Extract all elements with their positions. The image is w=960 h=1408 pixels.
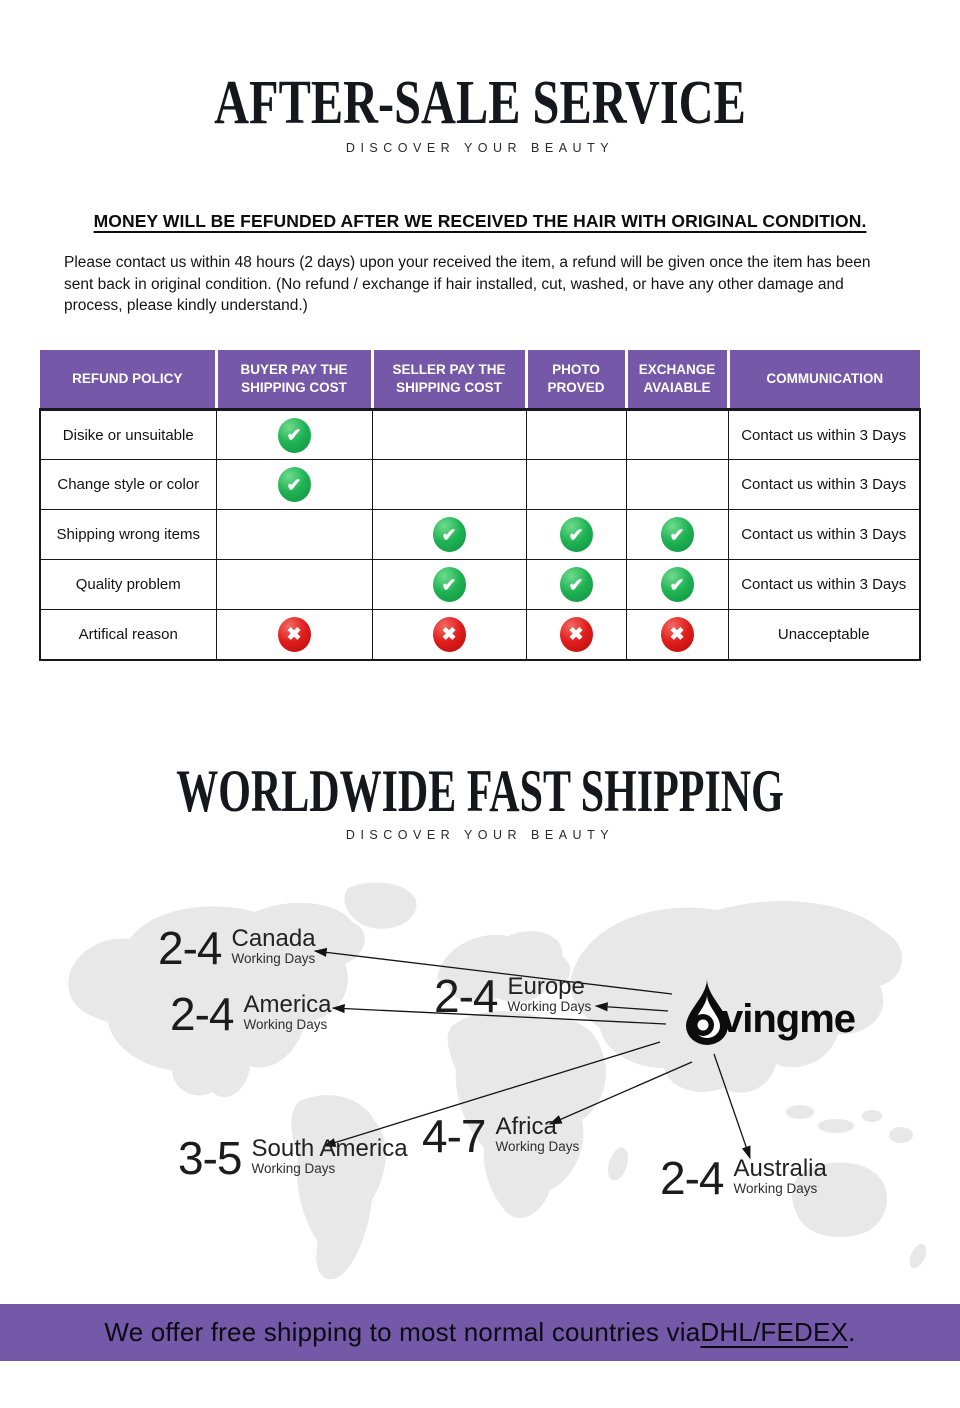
row-label: Artifical reason xyxy=(39,609,217,661)
table-row: Shipping wrong items ✔ ✔ ✔ Contact us wi… xyxy=(39,509,921,560)
check-icon: ✔ xyxy=(660,567,694,602)
destination-america: 2-4 America Working Days xyxy=(170,987,332,1040)
shipping-map: 2-4 Canada Working Days 2-4 America Workin… xyxy=(0,874,960,1294)
header-buyer-pay: BUYER PAY THE SHIPPING COST xyxy=(214,349,374,411)
destination-africa: 4-7 Africa Working Days xyxy=(422,1109,580,1162)
row-communication: Unacceptable xyxy=(727,609,921,661)
row-communication: Contact us within 3 Days xyxy=(727,459,921,510)
check-icon: ✔ xyxy=(660,517,694,552)
header-photo-proved: PHOTO PROVED xyxy=(524,349,628,411)
banner-suffix: . xyxy=(848,1316,856,1347)
destination-name: Canada xyxy=(231,924,316,952)
cross-icon: ✖ xyxy=(277,616,311,652)
table-row: Artifical reason ✖ ✖ ✖ ✖ Unacceptable xyxy=(39,609,921,661)
destination-name: South America xyxy=(251,1134,408,1162)
destination-unit: Working Days xyxy=(733,1180,818,1196)
brand-name: vingme xyxy=(721,996,856,1041)
cross-icon: ✖ xyxy=(432,616,466,652)
row-communication: Contact us within 3 Days xyxy=(727,409,921,460)
shipping-title: WORLDWIDE FAST SHIPPING xyxy=(176,757,784,824)
shipping-header: WORLDWIDE FAST SHIPPING DISCOVER YOUR BE… xyxy=(0,661,960,842)
shipping-arrows xyxy=(313,947,751,1159)
header-refund-policy: REFUND POLICY xyxy=(40,349,218,411)
drop-logo-icon xyxy=(686,978,728,1045)
after-sale-header: AFTER-SALE SERVICE DISCOVER YOUR BEAUTY xyxy=(0,0,960,155)
destination-name: Europe xyxy=(507,972,585,1000)
shipping-days: 4-7 xyxy=(422,1109,486,1162)
dhl-fedex-link[interactable]: DHL/FEDEX xyxy=(700,1316,849,1347)
row-communication: Contact us within 3 Days xyxy=(727,559,921,610)
row-label: Shipping wrong items xyxy=(39,509,217,560)
refund-description: Please contact us within 48 hours (2 day… xyxy=(64,254,871,314)
destination-unit: Working Days xyxy=(231,950,316,966)
destination-name: Africa xyxy=(495,1112,557,1140)
shipping-tagline: DISCOVER YOUR BEAUTY xyxy=(345,827,615,842)
check-icon: ✔ xyxy=(277,467,311,502)
table-row: Quality problem ✔ ✔ ✔ Contact us within … xyxy=(39,559,921,610)
world-map xyxy=(68,882,927,1279)
check-icon: ✔ xyxy=(559,517,593,552)
table-row: Disike or unsuitable ✔ Contact us within… xyxy=(39,409,921,460)
check-icon: ✔ xyxy=(559,567,593,602)
refund-notice: MONEY WILL BE FEFUNDED AFTER WE RECEIVED… xyxy=(93,211,867,231)
free-shipping-banner: We offer free shipping to most normal co… xyxy=(0,1303,960,1361)
after-sale-tagline: DISCOVER YOUR BEAUTY xyxy=(345,141,615,155)
destination-europe: 2-4 Europe Working Days xyxy=(434,969,592,1022)
banner-text: We offer free shipping to most normal co… xyxy=(104,1316,701,1347)
destination-name: America xyxy=(243,990,332,1018)
destination-unit: Working Days xyxy=(507,998,592,1014)
destination-australia: 2-4 Australia Working Days xyxy=(660,1151,827,1204)
destination-unit: Working Days xyxy=(251,1160,336,1176)
refund-notice-block: MONEY WILL BE FEFUNDED AFTER WE RECEIVED… xyxy=(60,211,900,317)
after-sale-title: AFTER-SALE SERVICE xyxy=(214,69,746,137)
row-label: Change style or color xyxy=(39,459,217,510)
destination-canada: 2-4 Canada Working Days xyxy=(158,921,316,974)
shipping-days: 2-4 xyxy=(170,987,234,1040)
header-seller-pay: SELLER PAY THE SHIPPING COST xyxy=(370,349,528,411)
header-communication: COMMUNICATION xyxy=(726,349,920,411)
check-icon: ✔ xyxy=(432,567,466,602)
shipping-days: 3-5 xyxy=(178,1131,242,1184)
table-row: Change style or color ✔ Contact us withi… xyxy=(39,459,921,510)
refund-policy-table: REFUND POLICY BUYER PAY THE SHIPPING COS… xyxy=(39,349,921,661)
destination-unit: Working Days xyxy=(243,1016,328,1032)
destination-name: Australia xyxy=(733,1154,827,1182)
check-icon: ✔ xyxy=(277,417,311,453)
shipping-days: 2-4 xyxy=(434,969,498,1022)
row-communication: Contact us within 3 Days xyxy=(727,509,921,560)
destination-unit: Working Days xyxy=(495,1138,580,1154)
check-icon: ✔ xyxy=(432,517,466,552)
cross-icon: ✖ xyxy=(660,616,694,652)
cross-icon: ✖ xyxy=(559,616,593,652)
row-label: Disike or unsuitable xyxy=(39,409,217,460)
destination-south-america: 3-5 South America Working Days xyxy=(178,1131,408,1184)
row-label: Quality problem xyxy=(39,559,217,610)
shipping-days: 2-4 xyxy=(660,1151,724,1204)
header-exchange: EXCHANGE AVAIABLE xyxy=(624,349,730,411)
table-header-row: REFUND POLICY BUYER PAY THE SHIPPING COS… xyxy=(40,349,920,411)
shipping-days: 2-4 xyxy=(158,921,222,974)
brand-logo: vingme xyxy=(684,978,856,1046)
